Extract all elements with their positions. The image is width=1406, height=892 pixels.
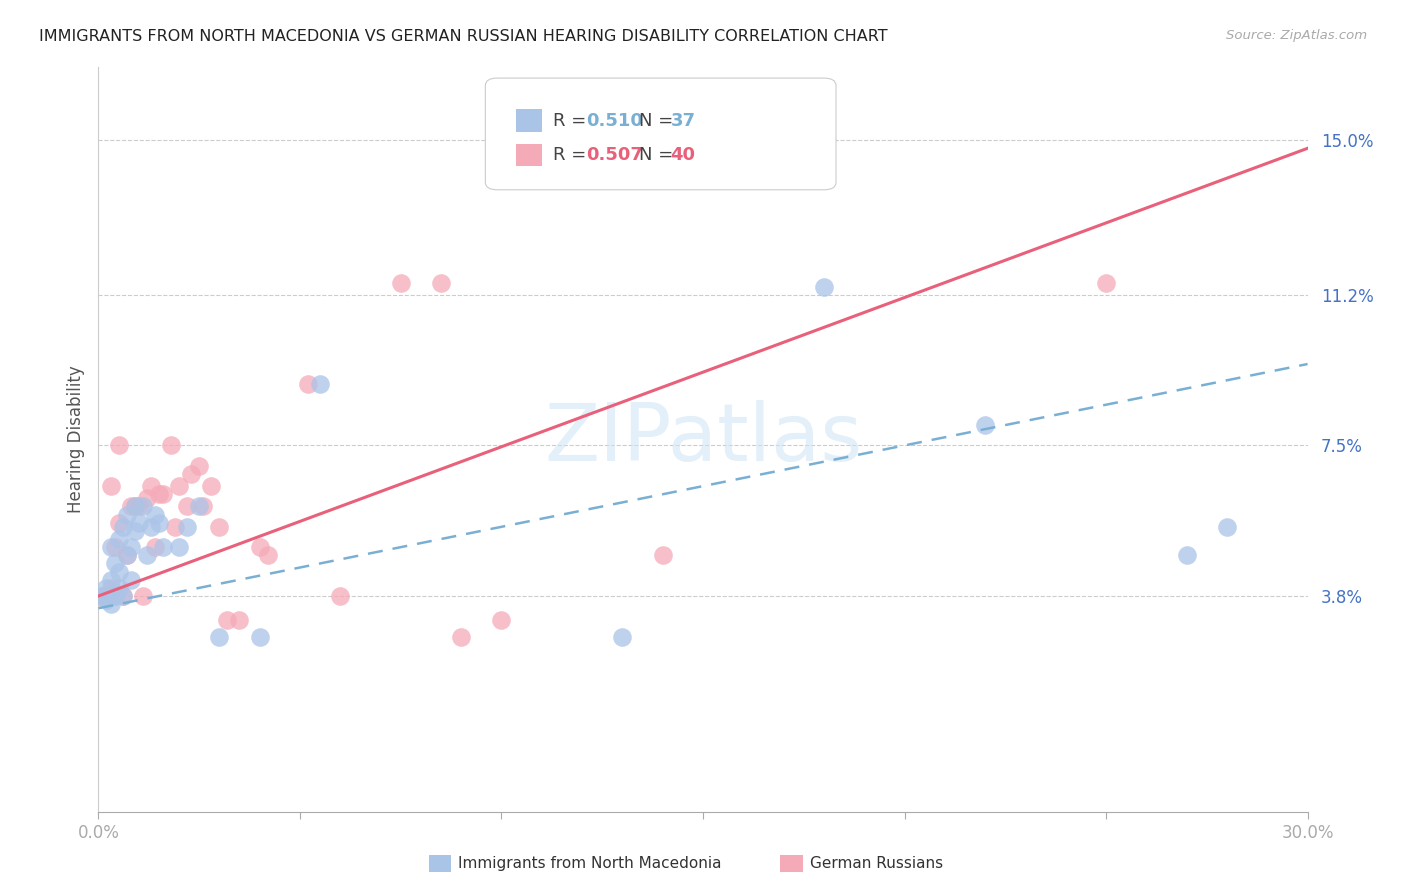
Text: 0.510: 0.510	[586, 112, 643, 129]
Point	[111, 589, 134, 603]
Point	[96, 589, 118, 603]
Text: R =: R =	[553, 112, 592, 129]
Point	[107, 516, 129, 530]
Bar	[516, 144, 543, 166]
Point	[249, 540, 271, 554]
Point	[167, 540, 190, 554]
Point	[228, 614, 250, 628]
Point	[143, 508, 166, 522]
Point	[115, 508, 138, 522]
Point	[115, 549, 138, 563]
Point	[813, 279, 835, 293]
Bar	[516, 110, 543, 132]
Text: 40: 40	[671, 145, 696, 164]
Point	[107, 532, 129, 546]
Point	[208, 630, 231, 644]
Point	[193, 500, 215, 514]
Point	[128, 516, 150, 530]
Point	[152, 487, 174, 501]
Point	[91, 589, 114, 603]
Point	[96, 581, 118, 595]
Point	[128, 500, 150, 514]
Point	[491, 614, 513, 628]
Point	[188, 500, 211, 514]
Point	[124, 500, 146, 514]
Point	[139, 479, 162, 493]
Point	[148, 487, 170, 501]
Text: ZIPatlas: ZIPatlas	[544, 401, 862, 478]
Text: Immigrants from North Macedonia: Immigrants from North Macedonia	[458, 856, 721, 871]
Point	[329, 589, 352, 603]
Point	[107, 581, 129, 595]
Text: N =: N =	[638, 112, 679, 129]
Point	[107, 565, 129, 579]
Point	[1175, 549, 1198, 563]
Point	[200, 479, 222, 493]
Point	[100, 573, 122, 587]
Point	[100, 581, 122, 595]
Point	[100, 597, 122, 611]
Point	[163, 520, 186, 534]
Text: 0.507: 0.507	[586, 145, 643, 164]
Point	[208, 520, 231, 534]
Point	[160, 438, 183, 452]
Point	[139, 520, 162, 534]
Text: N =: N =	[638, 145, 679, 164]
Point	[176, 500, 198, 514]
Point	[111, 589, 134, 603]
Point	[100, 540, 122, 554]
Text: Source: ZipAtlas.com: Source: ZipAtlas.com	[1226, 29, 1367, 42]
Point	[188, 458, 211, 473]
Point	[135, 549, 157, 563]
Point	[132, 500, 155, 514]
Text: German Russians: German Russians	[810, 856, 943, 871]
Point	[651, 549, 673, 563]
Point	[103, 589, 125, 603]
Point	[107, 438, 129, 452]
Point	[297, 377, 319, 392]
Point	[1216, 520, 1239, 534]
Point	[132, 589, 155, 603]
Point	[389, 276, 412, 290]
Point	[309, 377, 332, 392]
Point	[100, 479, 122, 493]
Y-axis label: Hearing Disability: Hearing Disability	[66, 366, 84, 513]
Point	[430, 276, 453, 290]
Point	[135, 491, 157, 506]
Point	[143, 540, 166, 554]
Point	[167, 479, 190, 493]
FancyBboxPatch shape	[485, 78, 837, 190]
Point	[124, 524, 146, 538]
Point	[148, 516, 170, 530]
Point	[1095, 276, 1118, 290]
Text: 37: 37	[671, 112, 696, 129]
Point	[176, 520, 198, 534]
Point	[120, 500, 142, 514]
Point	[111, 520, 134, 534]
Point	[974, 418, 997, 433]
Point	[256, 549, 278, 563]
Point	[103, 540, 125, 554]
Point	[612, 630, 634, 644]
Point	[103, 557, 125, 571]
Point	[450, 630, 472, 644]
Point	[124, 500, 146, 514]
Point	[152, 540, 174, 554]
Point	[115, 549, 138, 563]
Point	[91, 589, 114, 603]
Point	[96, 593, 118, 607]
Point	[120, 540, 142, 554]
Point	[249, 630, 271, 644]
Text: IMMIGRANTS FROM NORTH MACEDONIA VS GERMAN RUSSIAN HEARING DISABILITY CORRELATION: IMMIGRANTS FROM NORTH MACEDONIA VS GERMA…	[39, 29, 889, 44]
Point	[217, 614, 239, 628]
Point	[180, 467, 202, 481]
Point	[103, 589, 125, 603]
Point	[120, 573, 142, 587]
Text: R =: R =	[553, 145, 592, 164]
